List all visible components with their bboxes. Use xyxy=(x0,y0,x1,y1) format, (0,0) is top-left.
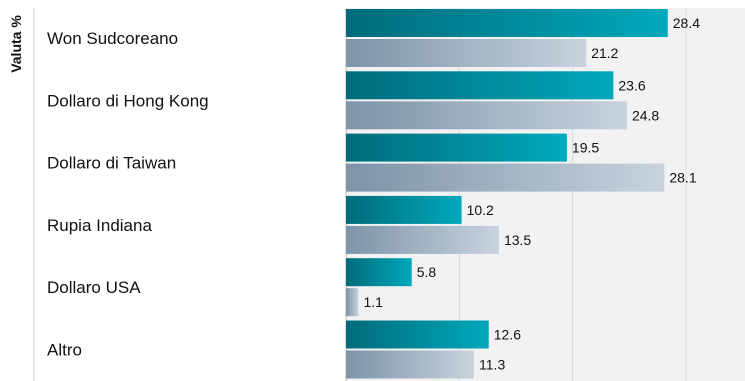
bar xyxy=(346,163,665,192)
value-label: 12.6 xyxy=(494,327,521,343)
value-label: 24.8 xyxy=(632,107,659,123)
bar xyxy=(346,258,412,287)
bar xyxy=(346,195,462,224)
category-label: Altro xyxy=(47,341,82,360)
plot-background xyxy=(346,8,745,381)
category-label: Dollaro USA xyxy=(47,278,141,297)
bar xyxy=(346,101,627,130)
value-label: 23.6 xyxy=(618,77,645,93)
plot-area xyxy=(346,8,745,381)
category-label: Rupia Indiana xyxy=(47,216,152,235)
category-label: Won Sudcoreano xyxy=(47,29,178,48)
bar xyxy=(346,350,475,379)
y-axis-title: Valuta % xyxy=(8,15,24,73)
bar xyxy=(346,9,668,37)
bar xyxy=(346,71,614,100)
bars xyxy=(346,9,668,379)
bar xyxy=(346,39,587,67)
value-label: 28.4 xyxy=(673,15,700,31)
category-labels: Won Sudcoreano Dollaro di Hong Kong Dollar… xyxy=(47,29,209,360)
bar xyxy=(346,288,359,317)
value-label: 1.1 xyxy=(363,294,383,310)
bar xyxy=(346,225,499,254)
value-label: 11.3 xyxy=(479,357,505,373)
category-label: Dollaro di Hong Kong xyxy=(47,91,209,110)
value-label: 19.5 xyxy=(572,140,599,156)
value-label: 28.1 xyxy=(669,170,696,186)
value-labels: 28.4 21.223.6 24.8 19.5 28.1 10.2 13.5 5.8 1.1 12… xyxy=(363,15,700,373)
value-label: 13.5 xyxy=(504,232,531,248)
bar xyxy=(346,320,489,349)
bar xyxy=(346,133,567,162)
value-label: 21.2 xyxy=(591,45,618,61)
category-label: Dollaro di Taiwan xyxy=(47,154,176,173)
value-label: 10.2 xyxy=(467,202,494,218)
value-label: 5.8 xyxy=(417,264,437,280)
gridlines xyxy=(345,8,687,381)
